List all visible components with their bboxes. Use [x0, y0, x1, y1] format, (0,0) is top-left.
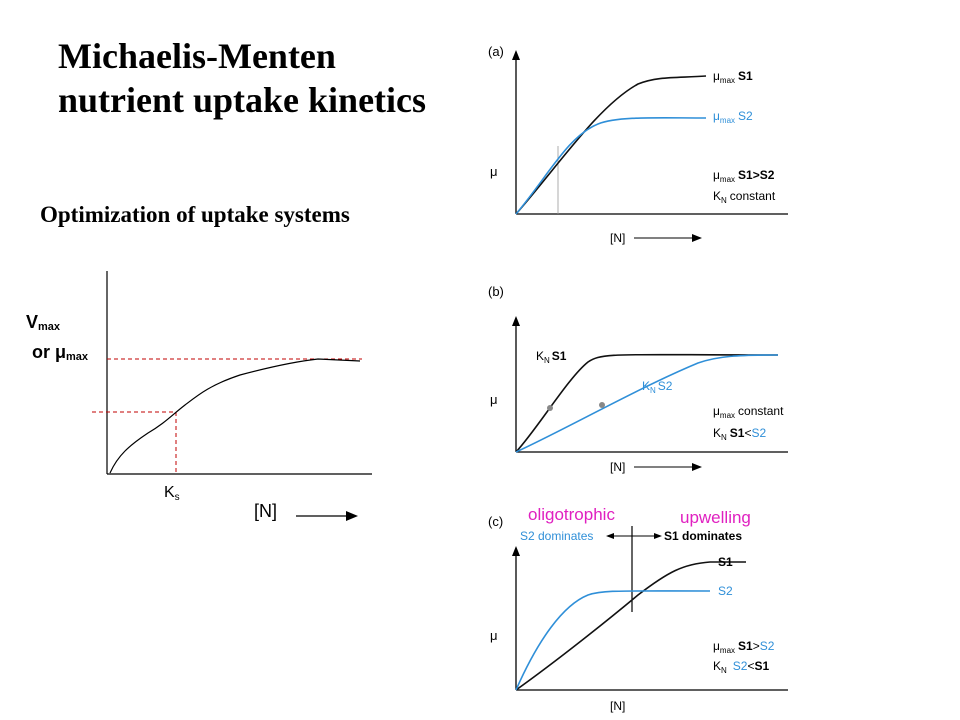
ks-label: Ks [164, 484, 180, 503]
title-line-1: Michaelis-Menten [58, 36, 336, 76]
s2-dominates-arrowhead [606, 533, 614, 539]
s1-dominates-arrowhead [654, 533, 662, 539]
panel-b-s1-label: KN S1 [536, 349, 567, 365]
panel-b-xlabel: [N] [610, 460, 625, 474]
panel-c: (c) oligotrophic upwelling S2 dominates … [488, 505, 788, 713]
panel-b-s1-mark [547, 405, 553, 411]
panel-c-s1-curve [515, 561, 746, 691]
panel-c-y-arrowhead [512, 546, 520, 556]
panel-b-note-1: μmax constant [713, 404, 784, 420]
panel-a-note-1: μmax S1>S2 [713, 168, 775, 184]
subtitle: Optimization of uptake systems [40, 202, 350, 227]
panel-a-xlabel: [N] [610, 231, 625, 245]
left-mm-plot: Vmax or μmax Ks [N] [26, 271, 372, 521]
panel-c-note-1: μmax S1>S2 [713, 639, 775, 655]
panel-b-s1-curve [515, 353, 779, 453]
mumax-label: or μmax [32, 342, 89, 363]
panel-a-y-arrowhead [512, 50, 520, 60]
panel-a-x-arrowhead [692, 234, 702, 242]
panel-c-s2-label: S2 [718, 584, 733, 598]
panel-b-s2-curve [515, 354, 779, 453]
panel-c-tag: (c) [488, 514, 503, 529]
panel-c-xlabel: [N] [610, 699, 625, 713]
oligotrophic-label: oligotrophic [528, 505, 615, 524]
title-line-2: nutrient uptake kinetics [58, 80, 427, 120]
panel-b: (b) μ KN S1 KN S2 μmax constant KN S1<S2 [N] [488, 284, 788, 474]
panel-c-s1-label: S1 [718, 555, 733, 569]
left-xlabel: [N] [254, 501, 277, 521]
panel-a-tag: (a) [488, 44, 504, 59]
panel-b-s2-label: KN S2 [642, 379, 673, 395]
panel-b-s2-mark [599, 402, 605, 408]
panel-b-tag: (b) [488, 284, 504, 299]
panel-b-x-arrowhead [692, 463, 702, 471]
panel-b-note-2: KN S1<S2 [713, 426, 767, 442]
panel-a-ylabel: μ [490, 164, 498, 179]
panel-a-note-2: KN constant [713, 189, 776, 205]
panel-c-note-2: KN S2<S1 [713, 659, 770, 675]
panel-a-s2-label: μmax S2 [713, 109, 753, 125]
mm-curve [109, 358, 361, 474]
panel-b-y-arrowhead [512, 316, 520, 326]
panel-c-s2-curve [515, 590, 711, 691]
upwelling-label: upwelling [680, 508, 751, 527]
panel-a-s1-label: μmax S1 [713, 69, 753, 85]
left-x-arrowhead [346, 511, 358, 521]
page-title: Michaelis-Menten nutrient uptake kinetic… [58, 34, 426, 122]
panel-c-ylabel: μ [490, 628, 498, 643]
panel-a-s2-curve [515, 116, 707, 215]
panel-a: (a) μ μmax S1 μmax S2 μmax S1>S2 KN constant… [488, 44, 788, 245]
vmax-label: Vmax [26, 312, 61, 333]
s1-dominates-label: S1 dominates [664, 529, 742, 543]
panel-b-ylabel: μ [490, 392, 498, 407]
panel-a-s1-curve [515, 75, 707, 215]
s2-dominates-label: S2 dominates [520, 529, 593, 543]
